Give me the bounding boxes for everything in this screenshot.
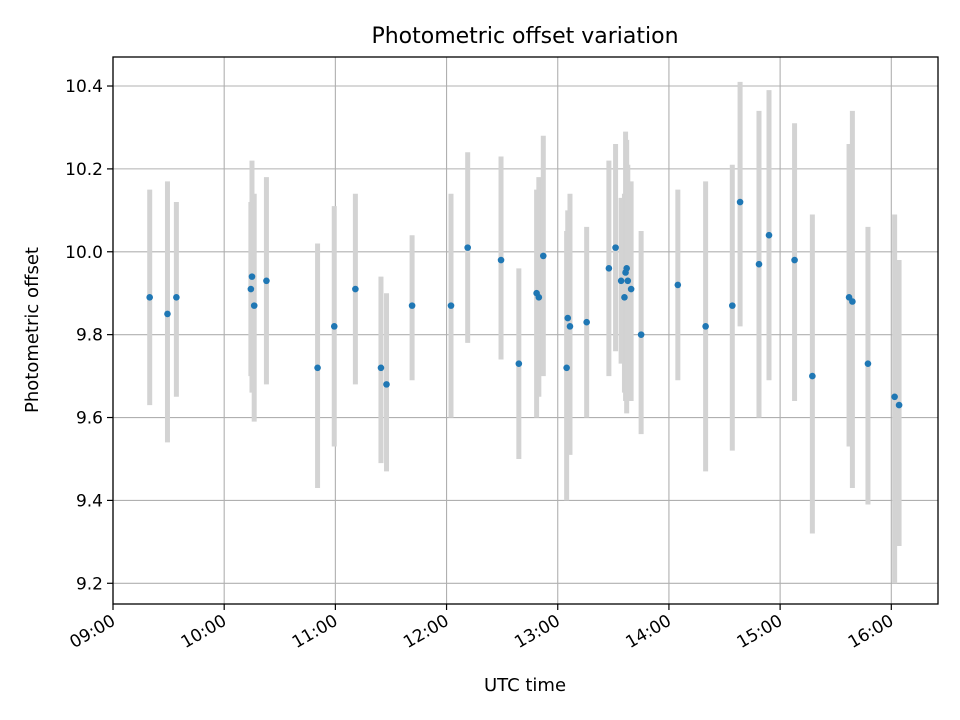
data-point: [408, 302, 416, 309]
data-point: [314, 364, 321, 372]
data-point: [583, 318, 590, 326]
data-point: [864, 360, 872, 367]
data-point: [352, 285, 359, 293]
plot-frame: [112, 56, 939, 605]
data-point: [755, 260, 763, 268]
data-point: [515, 360, 523, 367]
data-point: [623, 265, 630, 272]
data-point: [497, 256, 505, 264]
data-point: [377, 364, 385, 372]
data-point: [330, 323, 338, 330]
data-points: [146, 198, 903, 409]
x-tick-label: 09:00: [67, 611, 119, 653]
data-point: [248, 273, 256, 280]
data-point: [637, 331, 645, 338]
data-point: [605, 265, 613, 272]
data-point: [535, 294, 543, 301]
data-point: [809, 372, 816, 380]
y-tick-label: 9.4: [76, 491, 103, 511]
error-bars: [147, 81, 902, 584]
x-tick-label: 13:00: [511, 611, 563, 653]
x-tick-label: 14:00: [622, 611, 674, 653]
data-point: [173, 294, 180, 301]
data-point: [702, 323, 709, 330]
data-point: [624, 277, 632, 285]
x-tick-label: 15:00: [734, 611, 786, 653]
x-tick-label: 11:00: [289, 611, 341, 653]
data-point: [765, 231, 773, 239]
data-point: [729, 302, 736, 309]
data-point: [263, 277, 270, 285]
data-point: [627, 285, 635, 293]
data-point: [566, 323, 574, 330]
data-point: [736, 198, 744, 206]
data-point: [612, 244, 619, 251]
y-tick-label: 9.8: [76, 326, 103, 346]
x-tick-label: 12:00: [400, 611, 452, 653]
data-point: [447, 302, 455, 309]
y-tick-label: 10.4: [65, 77, 103, 97]
data-point: [250, 302, 258, 309]
data-point: [891, 393, 898, 401]
y-tick-label: 10.2: [65, 160, 103, 180]
y-tick-label: 9.6: [76, 409, 103, 429]
data-point: [617, 277, 625, 285]
x-axis-label: UTC time: [484, 675, 566, 696]
data-point: [849, 298, 856, 305]
data-point: [247, 285, 255, 293]
data-point: [146, 294, 153, 301]
data-point: [564, 314, 572, 322]
data-point: [539, 252, 547, 260]
data-point: [164, 310, 171, 318]
data-point: [895, 401, 903, 409]
chart-title: Photometric offset variation: [371, 24, 678, 49]
y-axis-label: Photometric offset: [22, 247, 43, 413]
data-point: [464, 244, 471, 251]
x-tick-label: 16:00: [845, 611, 897, 653]
data-point: [621, 294, 628, 301]
y-tick-label: 10.0: [65, 243, 103, 263]
data-point: [383, 381, 390, 388]
data-point: [674, 281, 682, 289]
x-tick-label: 10:00: [178, 611, 230, 653]
data-point: [563, 364, 570, 372]
x-axis-ticks: 09:00 10:00 11:00 12:00 13:00 14:00 15:00 16:00: [67, 604, 897, 653]
y-axis-ticks: 9.2 9.4 9.6 9.8 10.0 10.2 10.4: [65, 77, 113, 594]
y-tick-label: 9.2: [76, 574, 103, 594]
data-point: [791, 256, 798, 264]
